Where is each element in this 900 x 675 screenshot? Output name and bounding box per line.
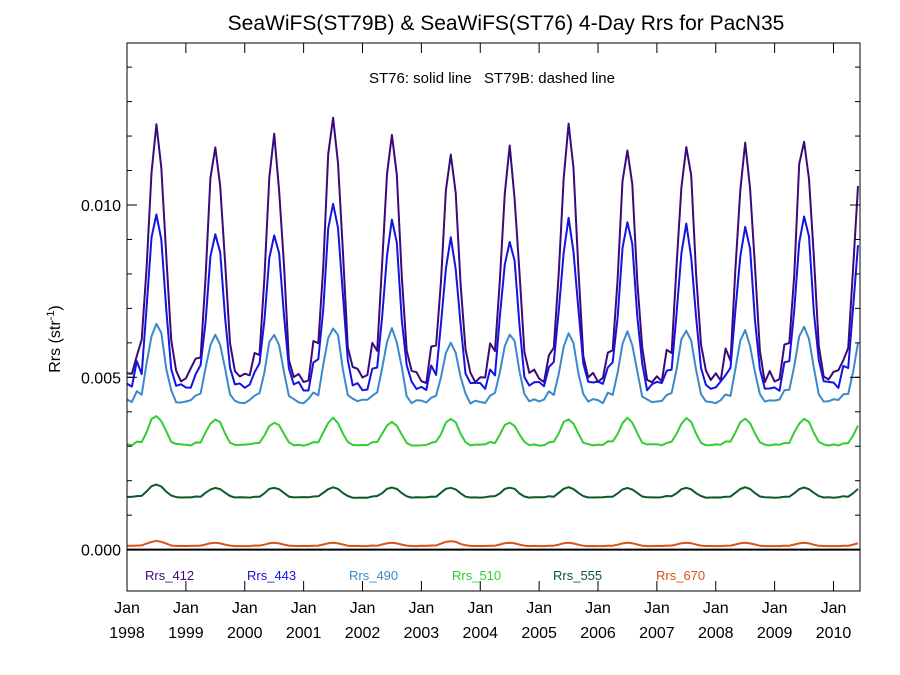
y-tick-label: 0.005 bbox=[81, 370, 121, 387]
y-axis-label-main: Rrs (str bbox=[47, 320, 64, 373]
x-tick-label-year: 2007 bbox=[639, 625, 675, 642]
legend-item-rrs_443: Rrs_443 bbox=[247, 568, 296, 583]
plot-frame bbox=[126, 42, 861, 592]
x-tick-label-month: Jan bbox=[350, 600, 376, 617]
x-tick-label-month: Jan bbox=[291, 600, 317, 617]
x-tick-label-year: 2009 bbox=[757, 625, 793, 642]
x-tick-label-month: Jan bbox=[644, 600, 670, 617]
x-tick-label-month: Jan bbox=[114, 600, 140, 617]
x-tick-label-year: 1998 bbox=[109, 625, 145, 642]
x-tick-label-year: 2005 bbox=[521, 625, 557, 642]
chart-title: SeaWiFS(ST79B) & SeaWiFS(ST76) 4-Day Rrs… bbox=[228, 12, 785, 35]
tick-layer: 0.000 0.005 0.010 Jan 1998 Jan 1999 Jan 2000 Jan 2… bbox=[81, 43, 860, 642]
x-tick-label-month: Jan bbox=[762, 600, 788, 617]
series-line-rrs_510 bbox=[126, 415, 859, 447]
y-axis-label-end: ) bbox=[47, 305, 64, 310]
x-tick-label-month: Jan bbox=[408, 600, 434, 617]
legend-item-rrs_555: Rrs_555 bbox=[553, 568, 602, 583]
x-tick-label-month: Jan bbox=[467, 600, 493, 617]
x-tick-label-year: 2003 bbox=[404, 625, 440, 642]
legend-item-rrs_670: Rrs_670 bbox=[656, 568, 705, 583]
x-tick-label-year: 2000 bbox=[227, 625, 263, 642]
series-line-rrs_555 bbox=[127, 483, 859, 499]
x-tick-label-month: Jan bbox=[703, 600, 729, 617]
y-axis-label-sup: -1 bbox=[45, 311, 57, 321]
x-tick-label-month: Jan bbox=[585, 600, 611, 617]
series-line-rrs_443 bbox=[126, 202, 859, 392]
y-tick-label: 0.000 bbox=[81, 543, 121, 560]
y-axis-label: Rrs (str-1) bbox=[45, 305, 64, 373]
x-tick-label-month: Jan bbox=[821, 600, 847, 617]
series-line-rrs_490 bbox=[126, 322, 859, 405]
legend-item-rrs_412: Rrs_412 bbox=[145, 568, 194, 583]
x-tick-label-year: 2001 bbox=[286, 625, 322, 642]
series-line-rrs_670 bbox=[127, 539, 859, 548]
line-style-annotation: ST76: solid line ST79B: dashed line bbox=[369, 70, 615, 87]
x-tick-label-year: 2002 bbox=[345, 625, 381, 642]
y-tick-label: 0.010 bbox=[81, 198, 121, 215]
x-tick-label-month: Jan bbox=[232, 600, 258, 617]
x-tick-label-month: Jan bbox=[173, 600, 199, 617]
x-tick-label-month: Jan bbox=[526, 600, 552, 617]
series-line-rrs_412 bbox=[126, 116, 859, 384]
x-tick-label-year: 2004 bbox=[462, 625, 498, 642]
x-tick-label-year: 1999 bbox=[168, 625, 204, 642]
x-tick-label-year: 2010 bbox=[816, 625, 852, 642]
legend-item-rrs_490: Rrs_490 bbox=[349, 568, 398, 583]
series-layer bbox=[126, 116, 859, 548]
x-tick-label-year: 2008 bbox=[698, 625, 734, 642]
x-tick-label-year: 2006 bbox=[580, 625, 616, 642]
legend-item-rrs_510: Rrs_510 bbox=[452, 568, 501, 583]
legend: Rrs_412 Rrs_443 Rrs_490 Rrs_510 Rrs_555 Rrs_6… bbox=[145, 568, 705, 583]
